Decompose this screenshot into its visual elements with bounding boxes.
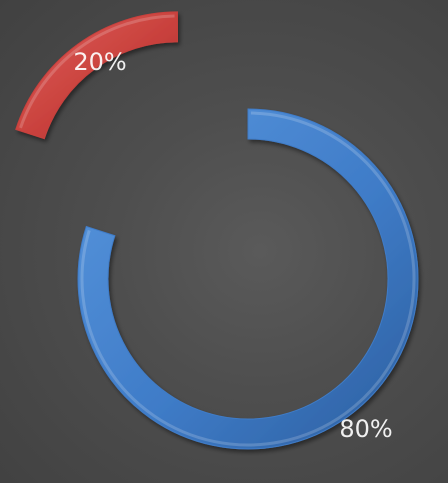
data-label-80-percent: 80% [339,415,392,443]
slice-20-percent [15,11,178,140]
slice-80-percent [77,108,419,450]
slices-group [15,11,419,450]
slice-20-percent-highlight [19,14,175,129]
labels-group: 20% 80% [73,48,392,443]
data-label-20-percent: 20% [73,48,126,76]
slice-80-percent-highlight [80,111,416,447]
